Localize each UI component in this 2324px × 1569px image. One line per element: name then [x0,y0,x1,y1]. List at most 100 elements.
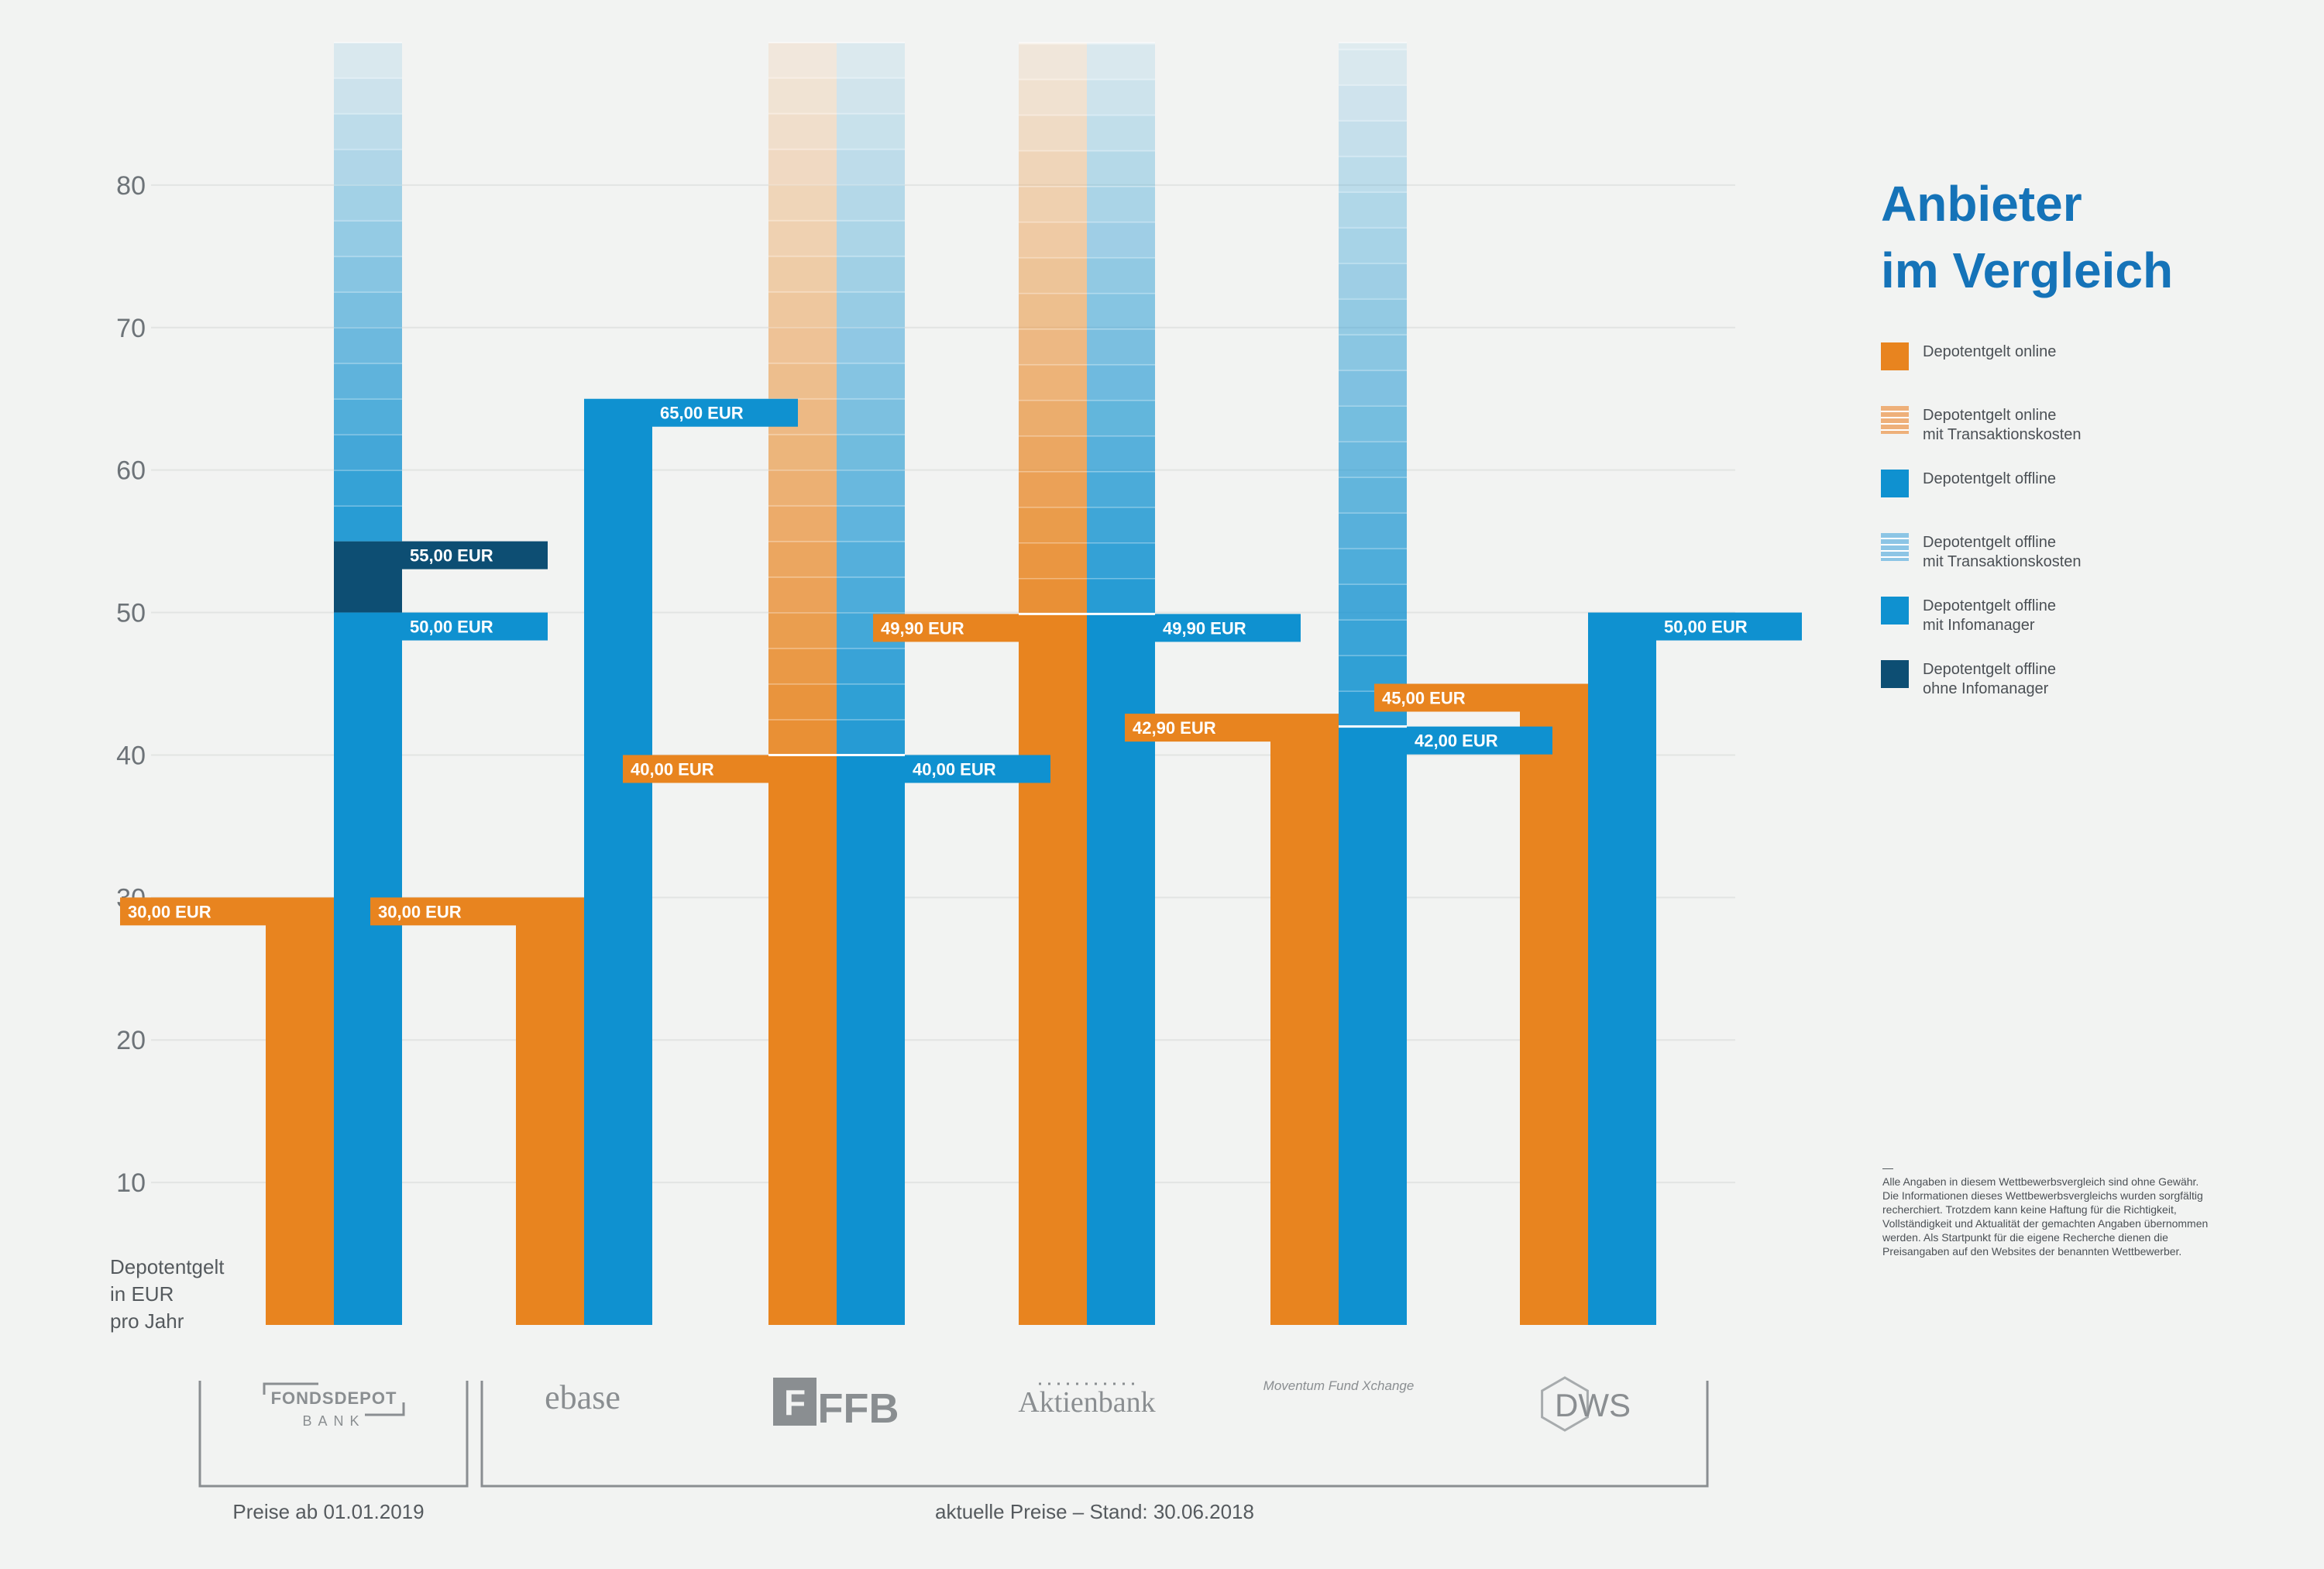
transaction-cost-offline-segment-4 [1087,471,1155,508]
transaction-cost-online-4 [1019,42,1087,614]
transaction-cost-offline-1 [334,42,402,542]
bar-offline-5 [1339,726,1407,1325]
legend-text-1-line-1: Depotentgelt online [1923,343,2057,360]
label-ohne-infomanager-bg [402,541,548,569]
logo-fondsdepot-frame-left [263,1382,318,1395]
label-offline-3-text: 40,00 EUR [913,759,996,779]
transaction-cost-offline-segment-16 [1339,156,1407,192]
transaction-cost-offline-segment-4 [1339,583,1407,620]
transaction-cost-offline-segment-18 [1339,84,1407,121]
y-label-line-2: in EUR [110,1282,174,1306]
transaction-cost-online-segment-6 [1019,400,1087,436]
legend: Anbieter im Vergleich Depotentgelt onlin… [1881,170,2299,724]
legend-item-2: Depotentgelt online mit Transaktionskoste… [1881,406,2299,470]
legend-swatch-1 [1881,342,1909,370]
transaction-cost-offline-segment-12 [334,113,402,150]
transaction-cost-online-segment-6 [768,541,837,577]
legend-text-5-line-2: mit Infomanager [1923,617,2035,634]
y-label-line-3: pro Jahr [110,1309,184,1333]
legend-text-4-line-1: Depotentgelt offline [1923,534,2056,551]
transaction-cost-offline-segment-20 [837,43,905,78]
bar-online-1 [266,897,334,1325]
transaction-cost-offline-segment-7 [1087,364,1155,401]
transaction-cost-offline-segment-19 [837,77,905,114]
transaction-cost-offline-segment-9 [1339,405,1407,442]
transaction-cost-online-segment-3 [1019,507,1087,543]
label-online-4: 49,90 EUR [873,614,1019,642]
label-online-4-text: 49,90 EUR [881,618,964,638]
transaction-cost-offline-segment-8 [334,256,402,292]
label-online-4-bg [873,614,1019,642]
transaction-cost-online-segment-9 [1019,293,1087,329]
label-offline-5: 42,00 EUR [1407,726,1552,755]
label-offline-5-bg [1407,726,1552,755]
transaction-cost-offline-segment-14 [1087,115,1155,151]
transaction-cost-online-segment-1 [1019,578,1087,614]
transaction-cost-online-segment-17 [768,149,837,185]
bracket-label-2: aktuelle Preise – Stand: 30.06.2018 [935,1500,1254,1523]
transaction-cost-online-segment-4 [1019,471,1087,508]
label-online-6-bg [1374,683,1520,712]
transaction-cost-offline-segment-2 [837,683,905,720]
transaction-cost-offline-segment-12 [837,327,905,363]
bar-offline-ohne-infomanager [334,541,402,613]
transaction-cost-online-segment-16 [768,184,837,221]
y-label-line-1: Depotentgelt [110,1255,225,1278]
label-offline-1-bg [402,612,548,641]
transaction-cost-offline-segment-5 [334,363,402,399]
label-online-3: 40,00 EUR [623,755,768,783]
transaction-cost-online-segment-5 [1019,435,1087,472]
label-ohne-infomanager-text: 55,00 EUR [410,546,493,566]
transaction-cost-offline-segment-8 [837,470,905,506]
label-online-6-text: 45,00 EUR [1382,689,1466,708]
transaction-cost-offline-segment-7 [1339,477,1407,513]
label-online-5: 42,90 EUR [1125,714,1270,742]
logo-ffb: FFB [818,1385,899,1432]
transaction-cost-offline-segment-1 [837,719,905,755]
legend-text-3: Depotentgelt offline [1923,470,2056,489]
transaction-cost-online-segment-7 [768,505,837,542]
transaction-cost-offline-segment-2 [1087,542,1155,579]
legend-item-5: Depotentgelt offline mit Infomanager [1881,597,2299,660]
label-offline-6-text: 50,00 EUR [1664,618,1748,637]
transaction-cost-online-segment-19 [768,77,837,114]
transaction-cost-online-segment-2 [1019,542,1087,579]
label-offline-5-text: 42,00 EUR [1415,731,1498,751]
legend-swatch-6 [1881,660,1909,688]
transaction-cost-offline-segment-8 [1087,329,1155,365]
y-tick-70: 70 [116,314,146,343]
transaction-cost-offline-segment-1 [1087,578,1155,614]
transaction-cost-offline-segment-6 [334,327,402,363]
logo-aktienbank: Aktienbank [1018,1386,1155,1419]
transaction-cost-offline-segment-12 [1339,298,1407,335]
transaction-cost-offline-segment-11 [1339,334,1407,370]
transaction-cost-online-segment-14 [768,256,837,292]
bar-offline-2 [584,398,652,1326]
disclaimer-dash: — [1882,1161,1893,1174]
legend-swatch-2 [1881,406,1909,434]
label-offline-4: 49,90 EUR [1155,614,1301,642]
transaction-cost-offline-segment-6 [1339,512,1407,549]
y-tick-60: 60 [116,456,146,486]
transaction-cost-offline-segment-13 [334,77,402,114]
transaction-cost-online-segment-11 [768,363,837,399]
label-online-3-text: 40,00 EUR [631,759,714,779]
transaction-cost-online-segment-11 [1019,222,1087,258]
legend-text-4: Depotentgelt offline mit Transaktionskost… [1923,533,2082,572]
transaction-cost-offline-segment-9 [334,220,402,256]
legend-text-6: Depotentgelt offline ohne Infomanager [1923,660,2056,699]
transaction-cost-offline-segment-10 [837,398,905,435]
legend-text-4-line-2: mit Transaktionskosten [1923,553,2082,570]
y-tick-10: 10 [116,1168,146,1198]
transaction-cost-offline-segment-13 [1087,150,1155,187]
y-tick-20: 20 [116,1026,146,1055]
transaction-cost-offline-segment-10 [1087,257,1155,294]
label-online-1-bg [120,897,266,926]
bar-offline-3 [837,755,905,1325]
y-axis-ticks: 1020304050607080 [116,171,146,1198]
legend-text-5-line-1: Depotentgelt offline [1923,597,2056,614]
date-brackets: Preise ab 01.01.2019 aktuelle Preise – St… [198,1381,1709,1523]
logo-ffb-mark-bg [773,1378,816,1426]
y-tick-80: 80 [116,171,146,201]
